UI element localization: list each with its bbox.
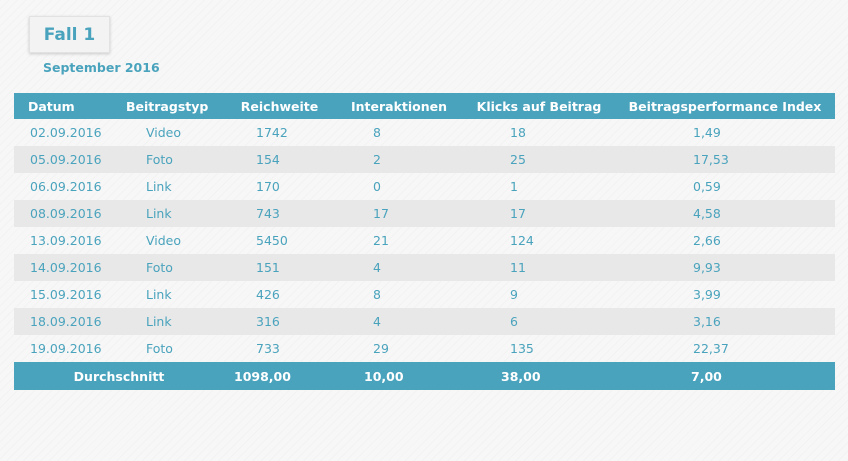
cell-performance-index: 3,99 [693,287,721,302]
cell-clicks: 18 [510,125,526,140]
cell-reach: 316 [256,314,280,329]
cell-clicks: 11 [510,260,526,275]
cell-reach: 151 [256,260,280,275]
cell-interactions: 17 [373,206,389,221]
column-header-date: Datum [28,98,75,114]
cell-reach: 426 [256,287,280,302]
average-performance-index: 7,00 [691,368,722,384]
cell-clicks: 6 [510,314,518,329]
cell-post-type: Link [146,179,172,194]
month-subtitle: September 2016 [43,60,160,75]
cell-clicks: 25 [510,152,526,167]
cell-interactions: 29 [373,341,389,356]
cell-interactions: 0 [373,179,381,194]
column-header-clicks: Klicks auf Beitrag [476,98,602,114]
cell-date: 06.09.2016 [30,179,102,194]
cell-date: 05.09.2016 [30,152,102,167]
column-header-interactions: Interaktionen [350,98,448,114]
cell-clicks: 135 [510,341,534,356]
table-row: 02.09.2016 Video 1742 8 18 1,49 [14,119,835,146]
cell-reach: 154 [256,152,280,167]
cell-reach: 733 [256,341,280,356]
cell-clicks: 124 [510,233,534,248]
cell-date: 15.09.2016 [30,287,102,302]
cell-performance-index: 4,58 [693,206,721,221]
cell-date: 02.09.2016 [30,125,102,140]
cell-clicks: 17 [510,206,526,221]
case-title-badge: Fall 1 [29,16,110,53]
average-clicks: 38,00 [501,368,541,384]
cell-performance-index: 3,16 [693,314,721,329]
cell-post-type: Foto [146,341,173,356]
cell-reach: 170 [256,179,280,194]
cell-date: 08.09.2016 [30,206,102,221]
average-reach: 1098,00 [234,368,291,384]
cell-post-type: Link [146,314,172,329]
table-row: 08.09.2016 Link 743 17 17 4,58 [14,200,835,227]
cell-reach: 1742 [256,125,288,140]
table-row: 18.09.2016 Link 316 4 6 3,16 [14,308,835,335]
column-header-reach: Reichweite [240,98,319,114]
cell-post-type: Link [146,206,172,221]
cell-reach: 5450 [256,233,288,248]
table-row: 06.09.2016 Link 170 0 1 0,59 [14,173,835,200]
cell-clicks: 9 [510,287,518,302]
table-row: 13.09.2016 Video 5450 21 124 2,66 [14,227,835,254]
cell-performance-index: 2,66 [693,233,721,248]
cell-post-type: Foto [146,260,173,275]
cell-performance-index: 1,49 [693,125,721,140]
cell-interactions: 2 [373,152,381,167]
column-header-post-type: Beitragstyp [126,98,209,114]
cell-performance-index: 17,53 [693,152,729,167]
cell-date: 13.09.2016 [30,233,102,248]
cell-post-type: Link [146,287,172,302]
column-header-performance-index: Beitragsperformance Index [628,98,822,114]
cell-interactions: 8 [373,125,381,140]
table-row: 05.09.2016 Foto 154 2 25 17,53 [14,146,835,173]
table-header-row: Datum Beitragstyp Reichweite Interaktion… [14,93,835,119]
table-row: 15.09.2016 Link 426 8 9 3,99 [14,281,835,308]
cell-interactions: 21 [373,233,389,248]
cell-clicks: 1 [510,179,518,194]
cell-interactions: 4 [373,260,381,275]
cell-post-type: Foto [146,152,173,167]
cell-date: 18.09.2016 [30,314,102,329]
cell-date: 19.09.2016 [30,341,102,356]
cell-date: 14.09.2016 [30,260,102,275]
table-row: 14.09.2016 Foto 151 4 11 9,93 [14,254,835,281]
average-interactions: 10,00 [364,368,404,384]
cell-interactions: 8 [373,287,381,302]
cell-performance-index: 22,37 [693,341,729,356]
cell-post-type: Video [146,125,182,140]
posts-performance-table: Datum Beitragstyp Reichweite Interaktion… [14,93,835,390]
cell-post-type: Video [146,233,182,248]
average-row: Durchschnitt 1098,00 10,00 38,00 7,00 [14,362,835,390]
average-label: Durchschnitt [73,368,165,384]
cell-interactions: 4 [373,314,381,329]
cell-reach: 743 [256,206,280,221]
cell-performance-index: 0,59 [693,179,721,194]
cell-performance-index: 9,93 [693,260,721,275]
table-row: 19.09.2016 Foto 733 29 135 22,37 [14,335,835,362]
